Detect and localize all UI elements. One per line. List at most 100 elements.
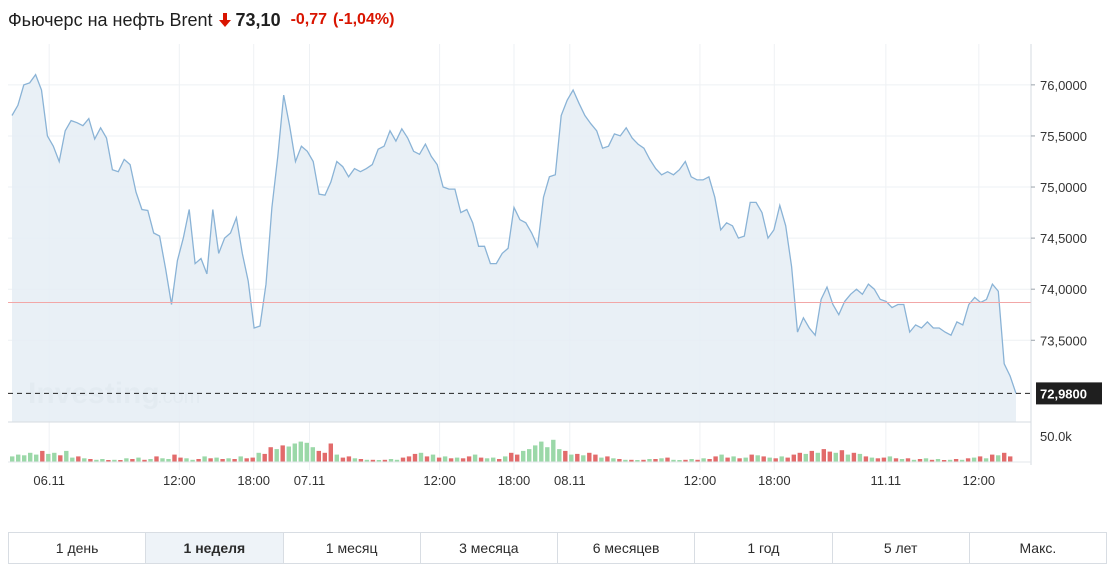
volume-bar bbox=[220, 459, 225, 462]
volume-bar bbox=[340, 457, 346, 462]
volume-bar bbox=[484, 458, 490, 462]
volume-bar bbox=[959, 459, 965, 462]
volume-bar bbox=[478, 457, 484, 462]
volume-bar bbox=[737, 458, 742, 462]
volume-bar bbox=[911, 459, 917, 462]
volume-bar bbox=[436, 457, 442, 462]
volume-bar bbox=[472, 454, 478, 462]
volume-bar bbox=[238, 456, 243, 462]
price-area bbox=[12, 74, 1016, 422]
volume-bar bbox=[587, 452, 592, 463]
volume-bar bbox=[16, 454, 21, 462]
range-1-week[interactable]: 1 неделя bbox=[146, 533, 284, 563]
volume-bar bbox=[256, 452, 261, 463]
range-1-month[interactable]: 1 месяц bbox=[283, 533, 421, 563]
volume-bar bbox=[64, 450, 69, 462]
volume-bar bbox=[52, 452, 57, 463]
volume-bar bbox=[773, 458, 778, 462]
volume-bar bbox=[815, 452, 820, 463]
volume-bar bbox=[466, 456, 472, 462]
volume-bar bbox=[899, 459, 905, 462]
range-3-months[interactable]: 3 месяца bbox=[420, 533, 558, 563]
last-price-label-box bbox=[1036, 382, 1102, 405]
volume-bar bbox=[316, 450, 321, 462]
arrow-down-icon bbox=[218, 13, 231, 27]
volume-bar bbox=[124, 458, 129, 462]
volume-bar bbox=[569, 454, 574, 462]
volume-bar bbox=[557, 449, 562, 462]
volume-bar bbox=[665, 457, 670, 462]
volume-bar bbox=[274, 449, 279, 462]
volume-bar bbox=[881, 457, 887, 462]
volume-bar bbox=[563, 450, 568, 462]
volume-bar bbox=[112, 459, 117, 462]
volume-bar bbox=[214, 457, 219, 462]
volume-bar bbox=[731, 456, 736, 462]
volume-bar bbox=[232, 459, 237, 462]
volume-bar bbox=[448, 458, 454, 462]
volume-bar bbox=[545, 447, 550, 462]
volume-bar bbox=[659, 458, 664, 462]
x-tick-label: 18:00 bbox=[237, 473, 270, 488]
volume-bar bbox=[106, 460, 111, 462]
volume-bar bbox=[406, 456, 412, 462]
quote-header: Фьючерс на нефть Brent 73,10 -0,77 (-1,0… bbox=[8, 6, 394, 34]
volume-bar bbox=[689, 459, 694, 462]
volume-bar bbox=[491, 457, 496, 462]
volume-bar bbox=[292, 443, 297, 462]
volume-bar bbox=[725, 457, 730, 462]
x-tick-label: 12:00 bbox=[163, 473, 196, 488]
volume-bar bbox=[917, 459, 923, 462]
range-6-months[interactable]: 6 месяцев bbox=[558, 533, 696, 563]
volume-bar bbox=[707, 459, 712, 462]
range-5-years[interactable]: 5 лет bbox=[832, 533, 970, 563]
volume-bar bbox=[617, 459, 622, 462]
volume-bar bbox=[1002, 452, 1007, 463]
volume-bar bbox=[515, 454, 520, 462]
y-tick-label: 74,0000 bbox=[1040, 282, 1087, 297]
x-tick-label: 06.11 bbox=[33, 473, 65, 488]
volume-bar bbox=[683, 459, 688, 462]
volume-bar bbox=[983, 458, 989, 462]
x-tick-label: 18:00 bbox=[758, 473, 791, 488]
volume-bar bbox=[1008, 456, 1013, 462]
instrument-title: Фьючерс на нефть Brent bbox=[8, 9, 213, 30]
volume-bar bbox=[996, 455, 1001, 462]
volume-bar bbox=[935, 459, 941, 462]
volume-bar bbox=[184, 458, 189, 462]
volume-bar bbox=[76, 456, 81, 462]
x-tick-label: 11.11 bbox=[871, 473, 902, 488]
volume-bar bbox=[352, 458, 358, 462]
volume-bar bbox=[713, 456, 718, 462]
volume-bar bbox=[58, 455, 63, 462]
range-1-year[interactable]: 1 год bbox=[695, 533, 833, 563]
volume-bar bbox=[893, 458, 899, 462]
range-max[interactable]: Макс. bbox=[969, 533, 1106, 563]
x-tick-label: 08.11 bbox=[554, 473, 586, 488]
volume-bar bbox=[635, 460, 640, 462]
volume-bar bbox=[863, 456, 869, 462]
volume-bar bbox=[990, 454, 995, 462]
volume-bar bbox=[833, 452, 838, 463]
volume-bar bbox=[743, 457, 748, 462]
range-1-day[interactable]: 1 день bbox=[9, 533, 147, 563]
volume-bar bbox=[857, 453, 863, 462]
volume-bar bbox=[779, 456, 784, 462]
volume-bar bbox=[839, 450, 845, 462]
volume-bar bbox=[749, 454, 754, 462]
volume-bar bbox=[791, 454, 796, 462]
volume-bar bbox=[382, 459, 388, 462]
price-chart[interactable]: Investing.com76,000075,500075,000074,500… bbox=[0, 0, 1118, 500]
volume-bar bbox=[851, 452, 857, 463]
volume-bar bbox=[46, 453, 51, 462]
volume-bar bbox=[929, 459, 935, 462]
volume-bar bbox=[887, 456, 893, 462]
volume-bar bbox=[88, 459, 93, 462]
volume-bar bbox=[923, 458, 929, 462]
price-change-percent: (-1,04%) bbox=[333, 11, 395, 28]
volume-bar bbox=[503, 456, 508, 462]
volume-bar bbox=[208, 458, 213, 462]
volume-bar bbox=[40, 450, 45, 462]
volume-bar bbox=[328, 443, 333, 462]
volume-bar bbox=[497, 459, 502, 462]
